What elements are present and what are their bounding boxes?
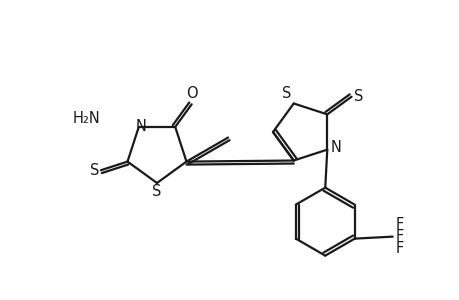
Text: N: N bbox=[135, 119, 146, 134]
Text: S: S bbox=[90, 163, 99, 178]
Text: O: O bbox=[185, 86, 197, 101]
Text: S: S bbox=[353, 89, 362, 104]
Text: F: F bbox=[395, 217, 403, 232]
Text: H₂N: H₂N bbox=[73, 111, 101, 126]
Text: N: N bbox=[330, 140, 341, 155]
Text: F: F bbox=[395, 241, 403, 256]
Text: S: S bbox=[282, 86, 291, 101]
Text: S: S bbox=[152, 184, 161, 199]
Text: F: F bbox=[395, 229, 403, 244]
